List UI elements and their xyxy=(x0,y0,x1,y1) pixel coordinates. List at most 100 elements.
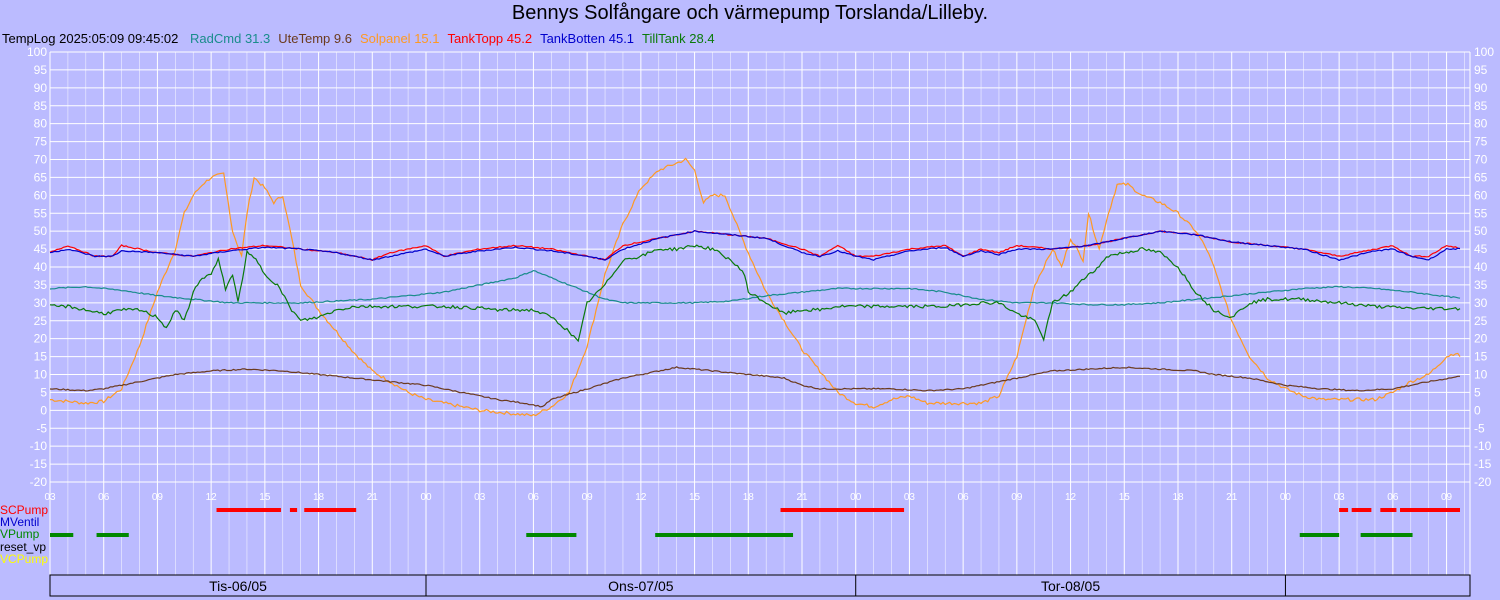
y-tick-left: 75 xyxy=(34,135,48,149)
x-tick-label: 00 xyxy=(1280,492,1292,503)
y-tick-left: 20 xyxy=(34,332,48,346)
y-tick-right: 0 xyxy=(1474,403,1481,417)
y-tick-left: 15 xyxy=(34,350,48,364)
y-tick-right: -15 xyxy=(1474,457,1492,471)
series-line-tankbotten xyxy=(49,230,1461,262)
y-tick-right: -10 xyxy=(1474,439,1492,453)
y-tick-left: 45 xyxy=(34,242,48,256)
y-tick-right: 90 xyxy=(1474,81,1488,95)
legend-solpanel: Solpanel xyxy=(359,31,415,46)
y-tick-right: 15 xyxy=(1474,350,1488,364)
series-line-radcmd xyxy=(49,269,1461,306)
legend-utetemp-value: 9.6 xyxy=(333,31,352,46)
series-line-tilltank xyxy=(49,244,1461,343)
status-bar-vpump xyxy=(50,533,74,537)
y-tick-left: -20 xyxy=(30,475,48,489)
x-tick-label: 15 xyxy=(259,492,271,503)
status-bar-scpump xyxy=(1339,508,1349,512)
status-bar-vpump xyxy=(526,533,577,537)
x-tick-label: 03 xyxy=(904,492,916,503)
y-tick-left: 10 xyxy=(34,368,48,382)
x-tick-label: 03 xyxy=(1334,492,1346,503)
x-tick-label: 09 xyxy=(582,492,594,503)
x-tick-label: 12 xyxy=(206,492,218,503)
y-tick-right: 80 xyxy=(1474,117,1488,131)
status-bar-scpump xyxy=(780,508,905,512)
y-tick-left: 85 xyxy=(34,99,48,113)
x-tick-label: 18 xyxy=(743,492,755,503)
series-line-utetemp xyxy=(49,366,1460,408)
y-tick-left: 100 xyxy=(27,45,47,59)
y-tick-right: 40 xyxy=(1474,260,1488,274)
y-tick-right: 55 xyxy=(1474,206,1488,220)
y-tick-left: -10 xyxy=(30,439,48,453)
page-title: Bennys Solfångare och värmepump Torsland… xyxy=(511,2,989,24)
status-bar-vpump xyxy=(1360,533,1413,537)
legend-tankbotten-value: 45.1 xyxy=(608,31,635,46)
status-bar-scpump xyxy=(216,508,281,512)
y-tick-right: 25 xyxy=(1474,314,1488,328)
x-tick-label: 12 xyxy=(635,492,647,503)
day-label: Tor-08/05 xyxy=(1041,578,1100,594)
x-tick-label: 00 xyxy=(420,492,432,503)
x-tick-label: 15 xyxy=(1119,492,1131,503)
legend-tilltank-value: 28.4 xyxy=(689,31,715,46)
y-tick-right: 20 xyxy=(1474,332,1488,346)
log-timestamp: 2025:05:09 09:45:02 xyxy=(59,31,179,46)
log-label: TempLog xyxy=(2,31,56,46)
pump-label-scpump: SCPump xyxy=(0,503,48,517)
y-tick-right: 75 xyxy=(1474,135,1488,149)
y-tick-right: 95 xyxy=(1474,63,1488,77)
status-bar-vpump xyxy=(96,533,129,537)
y-tick-left: 50 xyxy=(34,224,48,238)
y-tick-left: 40 xyxy=(34,260,48,274)
x-tick-label: 15 xyxy=(689,492,701,503)
legend-tanktopp: TankTopp xyxy=(447,31,507,46)
legend-solpanel-value: 15.1 xyxy=(414,31,440,46)
y-tick-right: 70 xyxy=(1474,153,1488,167)
y-tick-left: 0 xyxy=(40,403,47,417)
status-bar-vpump xyxy=(655,533,794,537)
x-tick-label: 06 xyxy=(1387,492,1399,503)
y-tick-right: 85 xyxy=(1474,99,1488,113)
legend-utetemp: UteTemp xyxy=(278,31,334,46)
y-tick-left: 25 xyxy=(34,314,48,328)
pump-label-vcpump: VCPump xyxy=(0,552,48,566)
status-bar-scpump xyxy=(1351,508,1372,512)
x-tick-label: 00 xyxy=(850,492,862,503)
x-tick-label: 18 xyxy=(313,492,325,503)
y-tick-left: 80 xyxy=(34,117,48,131)
y-tick-right: 60 xyxy=(1474,188,1488,202)
y-tick-left: 60 xyxy=(34,188,48,202)
y-tick-left: 70 xyxy=(34,153,48,167)
x-tick-label: 09 xyxy=(1441,492,1453,503)
x-tick-label: 09 xyxy=(152,492,164,503)
pump-label-reset_vp: reset_vp xyxy=(0,540,46,554)
x-tick-label: 03 xyxy=(474,492,486,503)
x-tick-label: 18 xyxy=(1172,492,1184,503)
y-tick-left: 90 xyxy=(34,81,48,95)
pump-label-mventil: MVentil xyxy=(0,515,39,529)
legend-tilltank: TillTank xyxy=(642,31,690,46)
status-bar-scpump xyxy=(1380,508,1397,512)
y-tick-left: -15 xyxy=(30,457,48,471)
x-tick-label: 03 xyxy=(44,492,56,503)
y-tick-left: 30 xyxy=(34,296,48,310)
y-tick-right: 45 xyxy=(1474,242,1488,256)
x-tick-label: 21 xyxy=(367,492,379,503)
pump-label-vpump: VPump xyxy=(0,527,40,541)
y-tick-left: 5 xyxy=(40,385,47,399)
y-tick-left: 95 xyxy=(34,63,48,77)
y-tick-right: 65 xyxy=(1474,170,1488,184)
y-tick-right: 10 xyxy=(1474,368,1488,382)
legend-radcmd: RadCmd xyxy=(190,31,245,46)
series-line-tanktopp xyxy=(49,229,1461,262)
x-tick-label: 21 xyxy=(796,492,808,503)
y-tick-right: 35 xyxy=(1474,278,1488,292)
y-tick-right: 50 xyxy=(1474,224,1488,238)
y-tick-right: 100 xyxy=(1474,45,1494,59)
day-label: Ons-07/05 xyxy=(608,578,674,594)
x-tick-label: 06 xyxy=(528,492,540,503)
